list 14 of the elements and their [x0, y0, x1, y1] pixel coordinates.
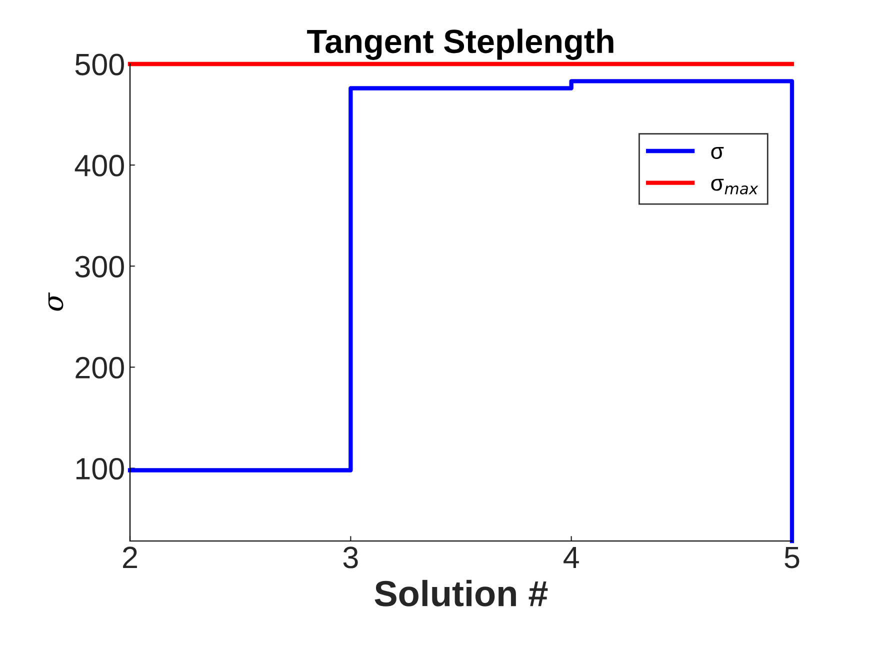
y-tick-label: 300 — [75, 256, 124, 278]
x-tick-label: 4 — [564, 546, 579, 568]
y-tick-label: 100 — [76, 458, 124, 480]
legend-label: σ — [711, 147, 724, 159]
x-tick-label: 2 — [123, 546, 137, 568]
y-tick-label: 400 — [74, 154, 124, 176]
x-axis-title: Solution # — [374, 580, 548, 606]
legend-label: σ$_{max}$ — [711, 178, 758, 194]
y-tick-label: 500 — [75, 54, 124, 76]
chart-title: Tangent Steplength — [307, 28, 614, 60]
y-axis-title: σ — [48, 292, 64, 311]
x-tick-label: 3 — [343, 546, 358, 568]
x-tick-label: 5 — [784, 546, 800, 568]
y-tick-label: 200 — [76, 356, 124, 379]
